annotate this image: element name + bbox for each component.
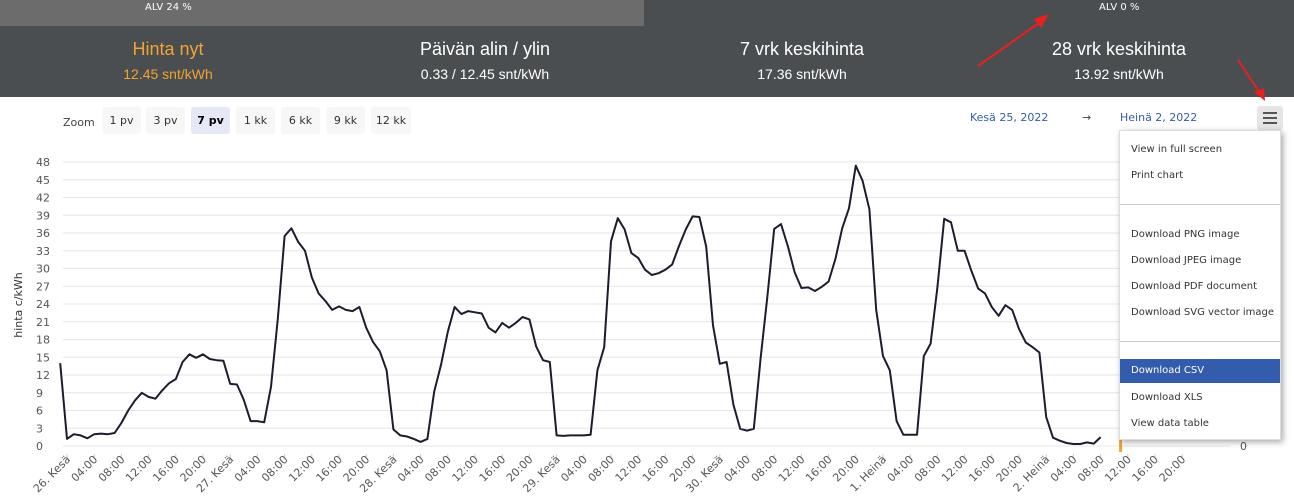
zoom-12-months-button[interactable]: 12 kk (371, 107, 411, 134)
x-tick-label: 12:00 (939, 453, 971, 485)
y-tick-label: 39 (36, 209, 50, 222)
y-tick-label: 6 (36, 405, 43, 418)
x-tick-label: 04:00 (1048, 453, 1080, 485)
stat-value: 17.36 snt/kWh (757, 66, 847, 82)
x-tick-label: 04:00 (69, 453, 101, 485)
stat-value: 12.45 snt/kWh (123, 66, 213, 82)
x-tick-label: 08:00 (259, 453, 291, 485)
stat-value: 13.92 snt/kWh (1074, 66, 1164, 82)
right-axis-tick-label: 0 (1240, 440, 1247, 453)
y-axis-label: hinta c/kWh (12, 272, 25, 338)
x-tick-label: 08:00 (1075, 453, 1107, 485)
x-tick-label: 20:00 (1157, 453, 1189, 485)
range-arrow: → (1082, 111, 1092, 124)
vat-24-tab[interactable]: ALV 24 % (0, 0, 644, 26)
stat-28-day-average: 28 vrk keskihinta 13.92 snt/kWh (959, 26, 1279, 83)
menu-view-full-screen[interactable]: View in full screen (1131, 144, 1223, 155)
hamburger-icon-bar (1263, 122, 1277, 124)
menu-separator (1120, 341, 1280, 342)
zoom-3-days-button[interactable]: 3 pv (146, 107, 185, 134)
x-tick-label: 16:00 (640, 453, 672, 485)
hamburger-icon-bar (1263, 117, 1277, 119)
x-tick-label: 16:00 (477, 453, 509, 485)
x-tick-label: 12:00 (450, 453, 482, 485)
x-tick-label: 04:00 (722, 453, 754, 485)
x-tick-label: 12:00 (776, 453, 808, 485)
y-tick-label: 36 (36, 227, 50, 240)
x-tick-label: 04:00 (395, 453, 427, 485)
zoom-9-months-button[interactable]: 9 kk (326, 107, 365, 134)
vat-0-tab[interactable]: ALV 0 % (644, 0, 1294, 26)
x-tick-label: 12:00 (123, 453, 155, 485)
x-tick-label: 08:00 (96, 453, 128, 485)
range-from-input[interactable]: Kesä 25, 2022 (970, 111, 1049, 124)
menu-view-data-table[interactable]: View data table (1131, 418, 1209, 429)
stat-current-price: Hinta nyt 12.45 snt/kWh (8, 26, 328, 83)
stat-value: 0.33 / 12.45 snt/kWh (420, 66, 550, 82)
zoom-1-month-button[interactable]: 1 kk (236, 107, 275, 134)
y-tick-label: 0 (36, 440, 43, 453)
menu-download-png[interactable]: Download PNG image (1131, 229, 1240, 240)
stats-bar: Hinta nyt 12.45 snt/kWh Päivän alin / yl… (0, 26, 1294, 97)
y-tick-label: 33 (36, 245, 50, 258)
x-tick-label: 08:00 (586, 453, 618, 485)
y-tick-label: 42 (36, 192, 50, 205)
menu-download-jpeg[interactable]: Download JPEG image (1131, 255, 1242, 266)
y-tick-label: 21 (36, 316, 50, 329)
vat-24-label: ALV 24 % (145, 2, 192, 13)
x-tick-label: 16:00 (314, 453, 346, 485)
chart-menu-button[interactable] (1257, 106, 1283, 130)
menu-separator (1120, 204, 1280, 205)
stat-day-min-max: Päivän alin / ylin 0.33 / 12.45 snt/kWh (325, 26, 645, 83)
x-tick-label: 16:00 (1130, 453, 1162, 485)
y-tick-label: 15 (36, 351, 50, 364)
y-tick-label: 45 (36, 174, 50, 187)
y-tick-label: 18 (36, 334, 50, 347)
x-tick-label: 08:00 (422, 453, 454, 485)
zoom-1-day-button[interactable]: 1 pv (102, 107, 141, 134)
y-tick-label: 24 (36, 298, 50, 311)
x-tick-label: 12:00 (613, 453, 645, 485)
zoom-6-months-button[interactable]: 6 kk (281, 107, 320, 134)
y-tick-label: 27 (36, 280, 50, 293)
x-tick-label: 12:00 (286, 453, 318, 485)
x-tick-label: 12:00 (1102, 453, 1134, 485)
stat-7-day-average: 7 vrk keskihinta 17.36 snt/kWh (642, 26, 962, 83)
x-tick-label: 16:00 (966, 453, 998, 485)
y-tick-label: 3 (36, 422, 43, 435)
x-tick-label: 16:00 (150, 453, 182, 485)
zoom-7-days-button[interactable]: 7 pv (191, 107, 230, 134)
y-tick-label: 48 (36, 156, 50, 169)
stat-title: 7 vrk keskihinta (739, 39, 865, 59)
x-tick-label: 04:00 (232, 453, 264, 485)
chart-context-menu: View in full screen Print chart Download… (1119, 130, 1281, 440)
x-tick-label: 16:00 (803, 453, 835, 485)
menu-download-svg[interactable]: Download SVG vector image (1131, 307, 1275, 318)
hamburger-icon (1263, 112, 1277, 114)
menu-download-xls[interactable]: Download XLS (1131, 392, 1203, 403)
y-tick-label: 30 (36, 263, 50, 276)
vat-0-label: ALV 0 % (1099, 2, 1140, 13)
stat-title: Hinta nyt (132, 39, 204, 59)
y-tick-label: 9 (36, 387, 43, 400)
stat-title: 28 vrk keskihinta (1051, 39, 1187, 59)
zoom-label: Zoom (63, 116, 95, 129)
x-tick-label: 08:00 (912, 453, 944, 485)
range-to-input[interactable]: Heinä 2, 2022 (1120, 111, 1198, 124)
x-tick-label: 26. Kesä (31, 453, 73, 495)
x-tick-label: 04:00 (558, 453, 590, 485)
x-tick-label: 08:00 (749, 453, 781, 485)
price-series-line (59, 164, 1102, 445)
stat-title: Päivän alin / ylin (419, 39, 551, 59)
menu-download-csv[interactable]: Download CSV (1120, 359, 1280, 383)
y-tick-label: 12 (36, 369, 50, 382)
x-tick-label: 04:00 (885, 453, 917, 485)
menu-print-chart[interactable]: Print chart (1131, 170, 1184, 181)
menu-download-pdf[interactable]: Download PDF document (1131, 281, 1258, 292)
